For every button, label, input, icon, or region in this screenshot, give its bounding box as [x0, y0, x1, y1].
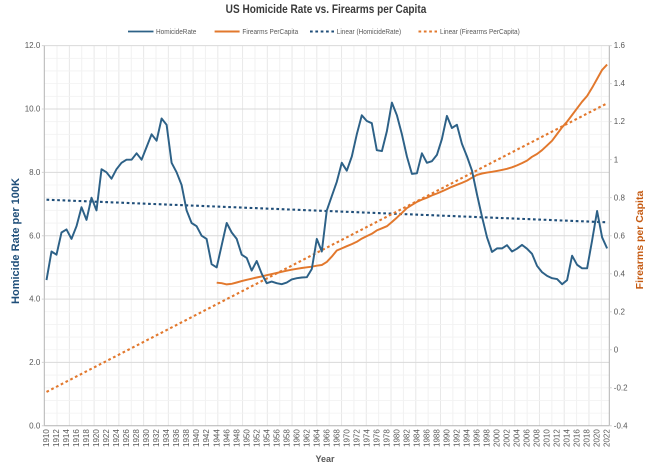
- svg-text:4.0: 4.0: [29, 295, 41, 304]
- svg-text:1942: 1942: [202, 429, 211, 447]
- svg-text:1920: 1920: [92, 429, 101, 447]
- svg-text:1994: 1994: [463, 429, 472, 447]
- svg-text:-0.2: -0.2: [614, 383, 628, 392]
- svg-text:2022: 2022: [603, 429, 612, 447]
- svg-text:1926: 1926: [122, 429, 131, 447]
- svg-text:1980: 1980: [393, 429, 402, 447]
- svg-text:1990: 1990: [443, 429, 452, 447]
- svg-text:1976: 1976: [372, 429, 381, 447]
- svg-text:0.6: 0.6: [614, 231, 626, 240]
- svg-text:1986: 1986: [423, 429, 432, 447]
- svg-text:1.4: 1.4: [614, 79, 626, 88]
- svg-text:1918: 1918: [82, 429, 91, 447]
- svg-text:1958: 1958: [282, 429, 291, 447]
- svg-text:1940: 1940: [192, 429, 201, 447]
- svg-text:Homicide Rate per 100K: Homicide Rate per 100K: [10, 178, 22, 304]
- svg-text:10.0: 10.0: [25, 105, 41, 114]
- svg-text:1924: 1924: [112, 429, 121, 447]
- svg-text:0.4: 0.4: [614, 269, 626, 278]
- svg-text:1944: 1944: [212, 429, 221, 447]
- svg-text:2014: 2014: [563, 429, 572, 447]
- svg-text:Firearms per Capita: Firearms per Capita: [634, 191, 646, 290]
- svg-text:2000: 2000: [493, 429, 502, 447]
- svg-text:1968: 1968: [332, 429, 341, 447]
- svg-text:1978: 1978: [383, 429, 392, 447]
- svg-text:2006: 2006: [523, 429, 532, 447]
- svg-text:0.8: 0.8: [614, 193, 626, 202]
- svg-text:2012: 2012: [553, 429, 562, 447]
- svg-text:1984: 1984: [413, 429, 422, 447]
- svg-text:1954: 1954: [262, 429, 271, 447]
- svg-text:1962: 1962: [302, 429, 311, 447]
- svg-text:1966: 1966: [322, 429, 331, 447]
- svg-text:2.0: 2.0: [29, 358, 41, 367]
- svg-text:1956: 1956: [272, 429, 281, 447]
- svg-text:Year: Year: [315, 454, 335, 464]
- svg-text:1914: 1914: [62, 429, 71, 447]
- svg-text:0.0: 0.0: [29, 421, 41, 430]
- svg-text:1912: 1912: [52, 429, 61, 447]
- svg-text:Linear (Firearms PerCapita): Linear (Firearms PerCapita): [440, 29, 520, 36]
- svg-text:2002: 2002: [503, 429, 512, 447]
- svg-text:2010: 2010: [543, 429, 552, 447]
- svg-text:0: 0: [614, 345, 619, 354]
- svg-text:1946: 1946: [222, 429, 231, 447]
- svg-text:1938: 1938: [182, 429, 191, 447]
- svg-text:2008: 2008: [533, 429, 542, 447]
- svg-text:1988: 1988: [433, 429, 442, 447]
- svg-text:1.6: 1.6: [614, 41, 626, 50]
- svg-text:12.0: 12.0: [25, 41, 41, 50]
- svg-text:1960: 1960: [292, 429, 301, 447]
- svg-text:-0.4: -0.4: [614, 421, 628, 430]
- svg-text:HomicideRate: HomicideRate: [156, 29, 197, 36]
- svg-text:1974: 1974: [362, 429, 371, 447]
- svg-text:2004: 2004: [513, 429, 522, 447]
- svg-text:1928: 1928: [132, 429, 141, 447]
- svg-text:1964: 1964: [312, 429, 321, 447]
- svg-text:1992: 1992: [453, 429, 462, 447]
- svg-text:1996: 1996: [473, 429, 482, 447]
- svg-text:1950: 1950: [242, 429, 251, 447]
- svg-text:6.0: 6.0: [29, 231, 41, 240]
- svg-text:8.0: 8.0: [29, 168, 41, 177]
- svg-text:2018: 2018: [583, 429, 592, 447]
- svg-text:1970: 1970: [342, 429, 351, 447]
- svg-text:1934: 1934: [162, 429, 171, 447]
- svg-text:1948: 1948: [232, 429, 241, 447]
- svg-text:1936: 1936: [172, 429, 181, 447]
- svg-text:Firearms PerCapita: Firearms PerCapita: [242, 29, 298, 36]
- svg-text:1930: 1930: [142, 429, 151, 447]
- svg-text:2020: 2020: [593, 429, 602, 447]
- svg-text:1952: 1952: [252, 429, 261, 447]
- svg-text:US Homicide Rate vs. Firearms: US Homicide Rate vs. Firearms per Capita: [226, 3, 428, 16]
- svg-text:1998: 1998: [483, 429, 492, 447]
- svg-text:1916: 1916: [72, 429, 81, 447]
- svg-text:1910: 1910: [42, 429, 51, 447]
- svg-text:0.2: 0.2: [614, 307, 626, 316]
- svg-text:1.2: 1.2: [614, 117, 626, 126]
- svg-text:1: 1: [614, 155, 619, 164]
- svg-text:Linear (HomicideRate): Linear (HomicideRate): [337, 29, 401, 36]
- svg-text:1972: 1972: [352, 429, 361, 447]
- svg-text:1932: 1932: [152, 429, 161, 447]
- svg-text:1982: 1982: [403, 429, 412, 447]
- svg-text:2016: 2016: [573, 429, 582, 447]
- svg-text:1922: 1922: [102, 429, 111, 447]
